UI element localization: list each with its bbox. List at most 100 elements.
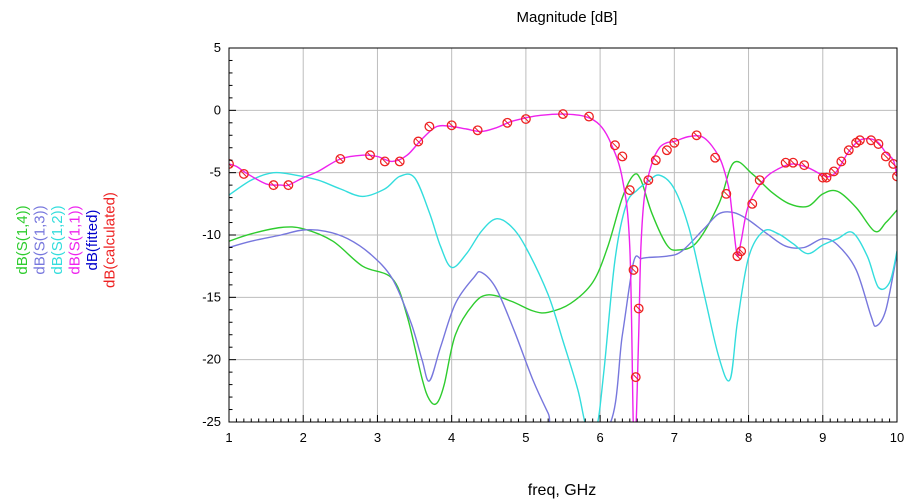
data-point-cross — [838, 158, 845, 165]
series-line-db-s-1-4 — [229, 160, 897, 406]
data-point — [691, 130, 702, 141]
data-point — [633, 303, 644, 314]
data-point — [854, 135, 865, 146]
data-point — [229, 158, 234, 169]
series-line-db-s-1-3 — [229, 211, 897, 422]
data-point — [630, 372, 641, 383]
legend-entry-1: dB(S(1,3)) — [32, 205, 49, 274]
data-point-cross — [381, 158, 389, 165]
data-point — [379, 156, 390, 167]
data-point — [780, 157, 791, 168]
data-point-cross — [875, 140, 882, 148]
data-point-cross — [823, 174, 830, 181]
data-point — [821, 172, 832, 183]
legend-entry-0: dB(S(1,4)) — [14, 205, 31, 274]
x-tick-label: 7 — [671, 430, 678, 445]
data-point-cross — [693, 132, 700, 139]
x-axis-label: freq, GHz — [528, 482, 596, 499]
data-point — [628, 264, 639, 275]
data-point — [747, 198, 758, 209]
data-point-cross — [734, 253, 741, 260]
data-point-cross — [337, 155, 344, 163]
data-point-cross — [789, 159, 797, 166]
data-point — [710, 152, 721, 163]
y-tick-label: -15 — [202, 289, 221, 304]
data-point-cross — [830, 168, 838, 175]
data-point — [828, 166, 839, 177]
data-point — [736, 246, 747, 257]
chart-title: Magnitude [dB] — [517, 9, 618, 26]
data-point — [617, 151, 628, 162]
data-point — [268, 180, 279, 191]
data-point-cross — [652, 157, 659, 164]
data-point-cross — [756, 176, 763, 184]
series-layer — [229, 109, 897, 422]
x-tick-label: 3 — [374, 430, 381, 445]
data-point-cross — [240, 170, 247, 178]
data-point-cross — [893, 173, 897, 178]
data-point-cross — [585, 113, 593, 120]
data-point-cross — [504, 119, 511, 126]
data-point — [238, 168, 249, 179]
data-point — [335, 154, 346, 164]
x-tick-label: 1 — [225, 430, 232, 445]
data-point-cross — [285, 181, 292, 189]
data-point-cross — [712, 154, 719, 161]
data-point-cross — [890, 160, 897, 168]
data-point — [754, 175, 765, 186]
data-point — [799, 160, 810, 171]
y-tick-label: -10 — [202, 227, 221, 242]
data-point-cross — [474, 127, 481, 134]
data-point — [661, 145, 672, 156]
x-tick-label: 5 — [522, 430, 529, 445]
x-tick-label: 9 — [819, 430, 826, 445]
data-point-cross — [645, 176, 652, 184]
data-point-cross — [632, 373, 639, 381]
data-point — [721, 188, 732, 199]
data-point-cross — [635, 305, 642, 312]
data-point — [520, 114, 531, 125]
data-point-cross — [856, 137, 864, 144]
data-point — [610, 140, 620, 151]
data-point — [650, 155, 661, 166]
data-point — [669, 137, 680, 148]
data-point — [584, 111, 594, 122]
data-point-cross — [801, 162, 808, 169]
data-point-cross — [723, 190, 730, 198]
data-point — [558, 109, 568, 120]
y-tick-label: -5 — [209, 165, 221, 180]
data-point — [446, 120, 457, 131]
data-point — [365, 150, 375, 161]
data-point-cross — [448, 122, 455, 129]
axis-ticks: 1 2 3 4 5 6 7 8 9 10 5 0 -5 -10 -15 -20 -25 — [202, 40, 904, 445]
data-point-cross — [737, 248, 745, 255]
data-point-cross — [782, 159, 789, 166]
data-point-cross — [663, 147, 671, 154]
data-point — [643, 175, 654, 186]
data-point-cross — [366, 152, 374, 159]
x-tick-label: 6 — [596, 430, 603, 445]
data-point — [413, 136, 424, 147]
legend: dB(S(1,4)) dB(S(1,3)) dB(S(1,2)) dB(S(1,1))… — [14, 192, 119, 288]
data-point-cross — [522, 115, 530, 123]
data-point — [880, 151, 891, 162]
series-line-db-s-1-2 — [229, 171, 897, 422]
x-tick-label: 2 — [300, 430, 307, 445]
data-point — [624, 185, 635, 196]
data-point — [424, 121, 435, 132]
data-point — [836, 156, 847, 167]
y-tick-label: -20 — [202, 352, 221, 367]
data-point-cross — [867, 137, 875, 144]
data-point-cross — [882, 153, 890, 160]
x-tick-label: 4 — [448, 430, 455, 445]
grid-lines — [228, 47, 898, 423]
data-point — [888, 158, 897, 169]
data-point-cross — [396, 158, 403, 165]
data-point-cross — [626, 186, 633, 194]
legend-entry-4: dB(fitted) — [84, 210, 101, 271]
data-point-cross — [415, 138, 422, 145]
legend-entry-3: dB(S(1,1)) — [67, 205, 84, 274]
series-db-calculated — [229, 109, 897, 383]
plot-area: 1 2 3 4 5 6 7 8 9 10 5 0 -5 -10 -15 -20 -25 — [202, 40, 904, 445]
y-tick-label: 0 — [214, 102, 221, 117]
